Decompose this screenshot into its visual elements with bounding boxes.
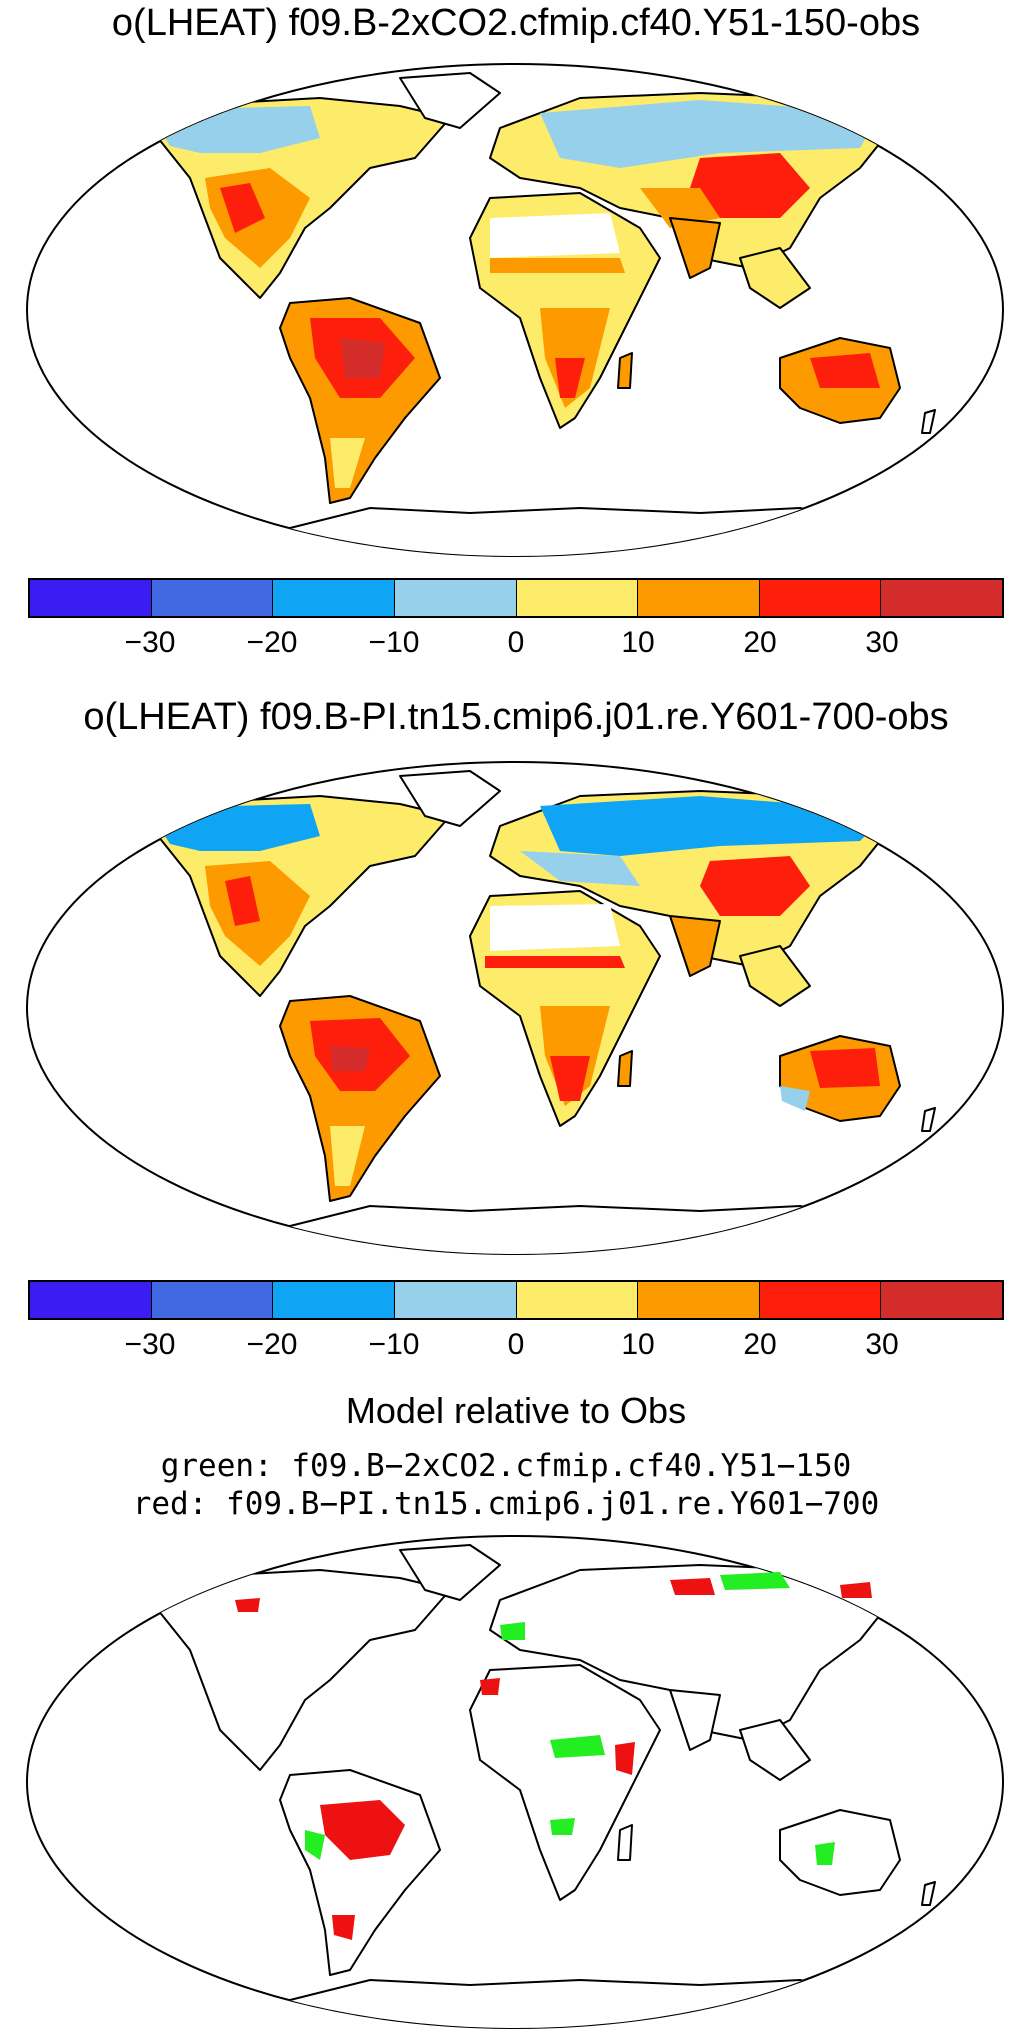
red-region-amazon [320, 1800, 405, 1860]
colorbar-1-tick: −10 [368, 626, 420, 659]
colorbar-1-cell [516, 580, 639, 616]
colorbar-1-tick: 10 [621, 626, 655, 659]
colorbar-1-tick: 0 [507, 626, 525, 659]
greenland [399, 1544, 501, 1601]
green-region-africa [550, 1735, 605, 1758]
red-region-east-africa [615, 1742, 635, 1775]
colorbar-2-cell [394, 1282, 517, 1318]
colorbar-2-cell [30, 1282, 152, 1318]
greenland [399, 72, 501, 129]
colorbar-1-tick: 30 [865, 626, 899, 659]
green-region-southern-africa [550, 1818, 575, 1835]
colorbar-2-tick: −20 [246, 1328, 298, 1361]
colorbar-2-tick: 20 [743, 1328, 777, 1361]
colorbar-1-cell [30, 580, 152, 616]
colorbar-2-cell [151, 1282, 274, 1318]
red-region-far-east [840, 1582, 872, 1598]
colorbar-1-cell [759, 580, 882, 616]
australia [779, 1809, 901, 1896]
colorbar-1-cell [394, 580, 517, 616]
panel-1-map [26, 63, 1004, 557]
colorbar-1-cell [881, 580, 1002, 616]
green-region-amazon [305, 1830, 325, 1860]
red-region-north-america [235, 1598, 260, 1612]
colorbar-2-cell [273, 1282, 395, 1318]
colorbar-2 [28, 1280, 1004, 1320]
colorbar-2-tick: −30 [124, 1328, 176, 1361]
colorbar-2-tick: 30 [865, 1328, 899, 1361]
colorbar-1-cell [638, 580, 760, 616]
north-america [149, 1569, 451, 1771]
red-region-siberia [670, 1578, 715, 1595]
colorbar-1-tick: −20 [246, 626, 298, 659]
colorbar-2-cell [881, 1282, 1002, 1318]
colorbar-1-cell [273, 580, 395, 616]
panel-2-map [26, 761, 1004, 1255]
colorbar-2-tick: −10 [368, 1328, 420, 1361]
colorbar-1-tick: −30 [124, 626, 176, 659]
panel-1-title: o(LHEAT) f09.B-2xCO2.cfmip.cf40.Y51-150-… [111, 2, 921, 44]
comparison-title: Model relative to Obs [345, 1390, 687, 1431]
comparison-legend-green: green: f09.B−2xCO2.cfmip.cf40.Y51−150 [160, 1448, 852, 1484]
colorbar-1 [28, 578, 1004, 618]
red-region-horn-africa [480, 1678, 500, 1695]
colorbar-2-tick: 0 [507, 1328, 525, 1361]
red-region-patagonia [332, 1915, 355, 1940]
panel-2-title: o(LHEAT) f09.B-PI.tn15.cmip6.j01.re.Y601… [83, 696, 949, 738]
colorbar-2-tick: 10 [621, 1328, 655, 1361]
africa [469, 1664, 661, 1901]
green-region-europe [500, 1622, 525, 1640]
colorbar-2-cell [516, 1282, 639, 1318]
colorbar-1-tick: 20 [743, 626, 777, 659]
colorbar-1-cell [151, 580, 274, 616]
comparison-map [26, 1535, 1004, 2029]
green-region-australia [815, 1842, 835, 1865]
colorbar-2-cell [759, 1282, 882, 1318]
greenland [399, 770, 501, 827]
comparison-legend-red: red: f09.B−PI.tn15.cmip6.j01.re.Y601−700 [132, 1486, 880, 1522]
colorbar-2-cell [638, 1282, 760, 1318]
green-region-siberia [720, 1572, 790, 1590]
